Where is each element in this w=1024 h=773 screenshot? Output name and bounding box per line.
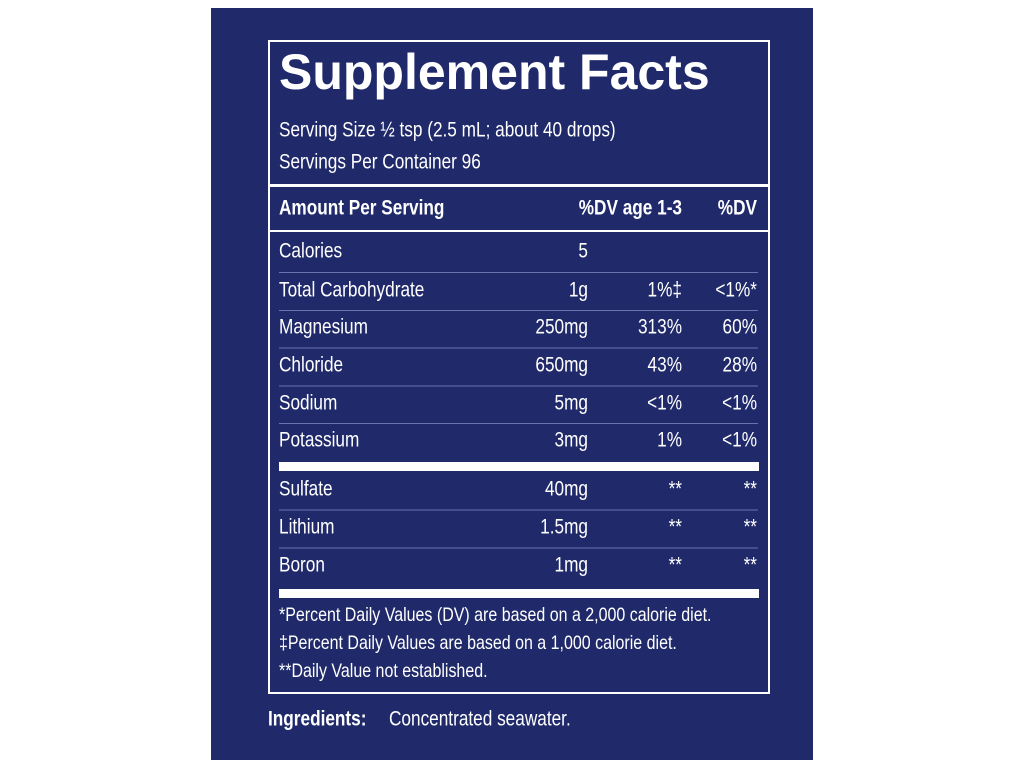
nutrient-name: Boron [279, 554, 325, 577]
nutrient-value: 650mg [535, 354, 588, 377]
nutrient-value: 43% [648, 354, 682, 377]
nutrient-value: 60% [723, 316, 757, 339]
nutrient-value-group: 1% [657, 429, 682, 452]
nutrient-name: Chloride [279, 354, 343, 377]
nutrient-value: 250mg [535, 316, 588, 339]
nutrient-name: Potassium [279, 429, 359, 452]
nutrient-value-group: 5 [578, 240, 588, 263]
nutrient-value-group: 28% [723, 354, 757, 377]
nutrient-value-group: 1mg [555, 554, 588, 577]
panel [211, 8, 813, 760]
ingredients-label-group: Ingredients: [268, 708, 366, 731]
nutrient-value: 1.5mg [540, 516, 588, 539]
thick-bar [279, 462, 759, 471]
nutrient-name-group: Lithium [279, 516, 334, 539]
footnote-group: **Daily Value not established. [279, 660, 488, 682]
nutrient-name: Magnesium [279, 316, 368, 339]
nutrient-value-group: ** [744, 478, 758, 501]
nutrient-name-group: Magnesium [279, 316, 368, 339]
nutrient-value-group: 60% [723, 316, 757, 339]
nutrient-value: 5mg [555, 392, 588, 415]
divider [269, 184, 769, 187]
nutrient-value-group: ** [669, 554, 683, 577]
servings-per-container-group: Servings Per Container 96 [279, 151, 481, 174]
nutrient-name-group: Total Carbohydrate [279, 279, 424, 302]
thick-bar [279, 589, 759, 598]
nutrient-value: <1% [722, 429, 757, 452]
nutrient-name-group: Sulfate [279, 478, 333, 501]
nutrient-value-group: 1g [569, 279, 588, 302]
nutrient-name-group: Potassium [279, 429, 359, 452]
nutrient-value: <1%* [715, 279, 757, 302]
footnote: **Daily Value not established. [279, 660, 488, 682]
nutrient-value: <1% [722, 392, 757, 415]
nutrient-value: ** [669, 516, 683, 539]
nutrient-name-group: Sodium [279, 392, 337, 415]
column-header: %DV [718, 197, 757, 220]
nutrient-value: 1mg [555, 554, 588, 577]
nutrient-name: Total Carbohydrate [279, 279, 424, 302]
nutrient-value: 1% [657, 429, 682, 452]
nutrient-name-group: Boron [279, 554, 325, 577]
nutrient-value-group: 250mg [535, 316, 588, 339]
nutrient-value-group: 43% [648, 354, 682, 377]
nutrient-value-group: ** [669, 516, 683, 539]
nutrient-value: 5 [578, 240, 588, 263]
nutrient-name: Calories [279, 240, 342, 263]
nutrient-value: 313% [638, 316, 682, 339]
nutrient-name: Sulfate [279, 478, 333, 501]
nutrient-value-group: <1% [722, 392, 757, 415]
title: Supplement Facts [279, 44, 710, 100]
footnote: *Percent Daily Values (DV) are based on … [279, 604, 711, 626]
ingredients-label: Ingredients: [268, 708, 366, 731]
nutrient-value-group: ** [669, 478, 683, 501]
column-header-group: Amount Per Serving [279, 197, 444, 220]
servings-per-container: Servings Per Container 96 [279, 151, 481, 174]
ingredients-text: Concentrated seawater. [389, 708, 571, 731]
nutrient-value-group: <1% [722, 429, 757, 452]
nutrient-value-group: ** [744, 554, 758, 577]
nutrient-value-group: 1%‡ [648, 279, 682, 302]
nutrient-value-group: 5mg [555, 392, 588, 415]
column-header-group: %DV age 1-3 [579, 197, 682, 220]
serving-size: Serving Size ½ tsp (2.5 mL; about 40 dro… [279, 119, 616, 142]
nutrient-value-group: 40mg [545, 478, 588, 501]
nutrient-value: ** [669, 478, 683, 501]
nutrient-value-group: 313% [638, 316, 682, 339]
nutrient-value: ** [744, 554, 758, 577]
nutrient-value: <1% [647, 392, 682, 415]
footnote: ‡Percent Daily Values are based on a 1,0… [279, 632, 677, 654]
nutrient-value-group: 3mg [555, 429, 588, 452]
nutrient-value: 1g [569, 279, 588, 302]
nutrient-name-group: Calories [279, 240, 342, 263]
column-header-group: %DV [718, 197, 757, 220]
nutrient-name: Sodium [279, 392, 337, 415]
nutrient-value: 40mg [545, 478, 588, 501]
nutrient-value-group: <1% [647, 392, 682, 415]
divider [269, 230, 769, 232]
serving-size-group: Serving Size ½ tsp (2.5 mL; about 40 dro… [279, 119, 616, 142]
nutrient-value-group: ** [744, 516, 758, 539]
column-header: %DV age 1-3 [579, 197, 682, 220]
nutrient-value-group: <1%* [715, 279, 757, 302]
nutrient-value: 1%‡ [648, 279, 682, 302]
nutrient-value: ** [744, 516, 758, 539]
nutrient-value: ** [744, 478, 758, 501]
nutrient-value-group: 650mg [535, 354, 588, 377]
column-header: Amount Per Serving [279, 197, 444, 220]
nutrient-name-group: Chloride [279, 354, 343, 377]
footnote-group: ‡Percent Daily Values are based on a 1,0… [279, 632, 677, 654]
nutrient-value: 3mg [555, 429, 588, 452]
footnote-group: *Percent Daily Values (DV) are based on … [279, 604, 711, 626]
nutrient-value: ** [669, 554, 683, 577]
nutrient-value: 28% [723, 354, 757, 377]
nutrient-name: Lithium [279, 516, 334, 539]
nutrient-value-group: 1.5mg [540, 516, 588, 539]
ingredients-text-group: Concentrated seawater. [389, 708, 571, 731]
facts-box [268, 40, 770, 694]
